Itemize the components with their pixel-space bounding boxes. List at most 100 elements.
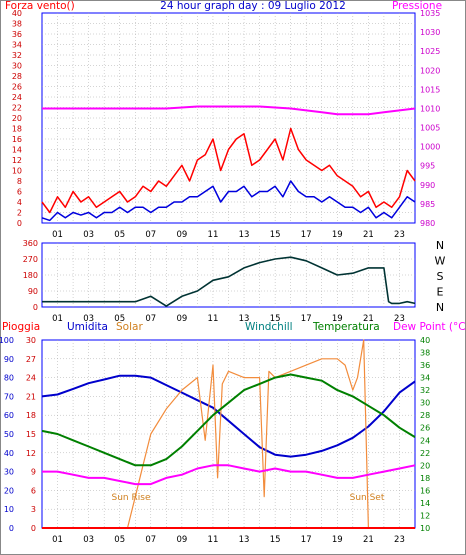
y-tick-humidity: 30 xyxy=(4,468,14,477)
x-tick-label: 11 xyxy=(208,230,219,240)
x-tick-label: 19 xyxy=(332,230,343,240)
y-tick-humidity: 20 xyxy=(4,486,14,495)
x-tick-label: 01 xyxy=(52,230,63,240)
y-tick-pressure: 985 xyxy=(420,200,435,209)
y-tick-rain: 0 xyxy=(31,524,36,533)
compass-letter: N xyxy=(436,301,444,314)
x-tick-label: 05 xyxy=(114,535,125,545)
y-tick-wind: 6 xyxy=(17,188,22,197)
y-tick-direction: 90 xyxy=(28,287,38,296)
label-solar: Solar xyxy=(116,321,143,333)
y-tick-pressure: 980 xyxy=(420,219,435,228)
x-tick-label: 03 xyxy=(83,230,94,240)
compass-letter: N xyxy=(436,239,444,252)
y-tick-temp: 20 xyxy=(420,461,430,470)
y-tick-wind: 2 xyxy=(17,209,22,218)
pressure-line xyxy=(42,105,416,116)
compass-letter: S xyxy=(437,270,444,283)
header-right: Pressione xyxy=(392,0,442,12)
y-tick-wind: 16 xyxy=(12,135,22,144)
solar-line xyxy=(42,339,415,529)
x-tick-label: 15 xyxy=(270,314,281,324)
y-tick-temp: 18 xyxy=(420,474,430,483)
y-tick-rain: 27 xyxy=(26,355,36,364)
x-tick-label: 09 xyxy=(176,230,187,240)
x-tick-label: 09 xyxy=(176,535,187,545)
y-tick-temp: 30 xyxy=(420,399,430,408)
y-tick-temp: 38 xyxy=(420,349,430,358)
x-tick-label: 13 xyxy=(239,230,250,240)
x-tick-label: 07 xyxy=(145,230,156,240)
y-tick-wind: 10 xyxy=(12,167,22,176)
y-tick-wind: 32 xyxy=(12,51,22,60)
x-tick-label: 17 xyxy=(301,230,312,240)
y-tick-temp: 24 xyxy=(420,436,430,445)
y-tick-humidity: 90 xyxy=(4,355,14,364)
y-tick-humidity: 60 xyxy=(4,411,14,420)
series-layer xyxy=(41,105,416,529)
label-rain: Pioggia xyxy=(2,321,40,333)
compass-letter: E xyxy=(437,286,444,299)
x-tick-label: 17 xyxy=(301,535,312,545)
y-tick-temp: 40 xyxy=(420,336,430,345)
label-dewpoint: Dew Point (°C) xyxy=(393,321,466,333)
sunrise-label: Sun Rise xyxy=(112,493,151,503)
wind-direction-line xyxy=(42,256,416,307)
y-tick-wind: 26 xyxy=(12,83,22,92)
y-tick-pressure: 1030 xyxy=(420,28,440,37)
y-tick-wind: 30 xyxy=(12,62,22,71)
x-tick-label: 05 xyxy=(114,314,125,324)
temperature-line xyxy=(41,373,416,467)
y-tick-temp: 12 xyxy=(420,511,430,520)
y-tick-rain: 6 xyxy=(31,486,36,495)
wind-speed-line xyxy=(41,180,416,222)
y-tick-humidity: 100 xyxy=(0,336,14,345)
y-tick-rain: 30 xyxy=(26,336,36,345)
y-tick-pressure: 1000 xyxy=(420,143,440,152)
y-tick-temp: 10 xyxy=(420,524,430,533)
x-tick-label: 23 xyxy=(394,535,405,545)
y-tick-humidity: 80 xyxy=(4,374,14,383)
x-tick-label: 05 xyxy=(114,230,125,240)
x-tick-label: 01 xyxy=(52,535,63,545)
y-tick-rain: 15 xyxy=(26,430,36,439)
x-tick-label: 11 xyxy=(208,535,219,545)
y-tick-pressure: 995 xyxy=(420,162,435,171)
x-tick-label: 01 xyxy=(52,314,63,324)
y-tick-direction: 270 xyxy=(23,255,38,264)
y-tick-wind: 20 xyxy=(12,114,22,123)
x-tick-label: 11 xyxy=(208,314,219,324)
y-tick-pressure: 1010 xyxy=(420,104,440,113)
y-tick-direction: 0 xyxy=(33,303,38,312)
sunset-label: Sun Set xyxy=(350,493,385,503)
y-tick-direction: 360 xyxy=(23,239,38,248)
x-tick-label: 21 xyxy=(363,314,374,324)
y-tick-wind: 4 xyxy=(17,198,22,207)
axis-layer: 0246810121416182022242628303234363840980… xyxy=(0,9,440,545)
y-tick-wind: 8 xyxy=(17,177,22,186)
y-tick-wind: 34 xyxy=(12,41,22,50)
y-tick-rain: 24 xyxy=(26,374,36,383)
x-tick-label: 03 xyxy=(83,314,94,324)
y-tick-humidity: 0 xyxy=(9,524,14,533)
y-tick-temp: 14 xyxy=(420,499,430,508)
x-tick-label: 07 xyxy=(145,314,156,324)
label-windchill: Windchill xyxy=(245,321,293,333)
y-tick-temp: 36 xyxy=(420,361,430,370)
y-tick-humidity: 70 xyxy=(4,392,14,401)
humidity-line xyxy=(41,374,416,458)
y-tick-wind: 38 xyxy=(12,20,22,29)
x-tick-label: 23 xyxy=(394,230,405,240)
x-tick-label: 09 xyxy=(176,314,187,324)
y-tick-humidity: 50 xyxy=(4,430,14,439)
y-tick-temp: 28 xyxy=(420,411,430,420)
x-tick-label: 13 xyxy=(239,535,250,545)
y-tick-pressure: 990 xyxy=(420,181,435,190)
y-tick-wind: 14 xyxy=(12,146,22,155)
x-tick-label: 23 xyxy=(394,314,405,324)
y-tick-humidity: 10 xyxy=(4,505,14,514)
y-tick-rain: 12 xyxy=(26,449,36,458)
